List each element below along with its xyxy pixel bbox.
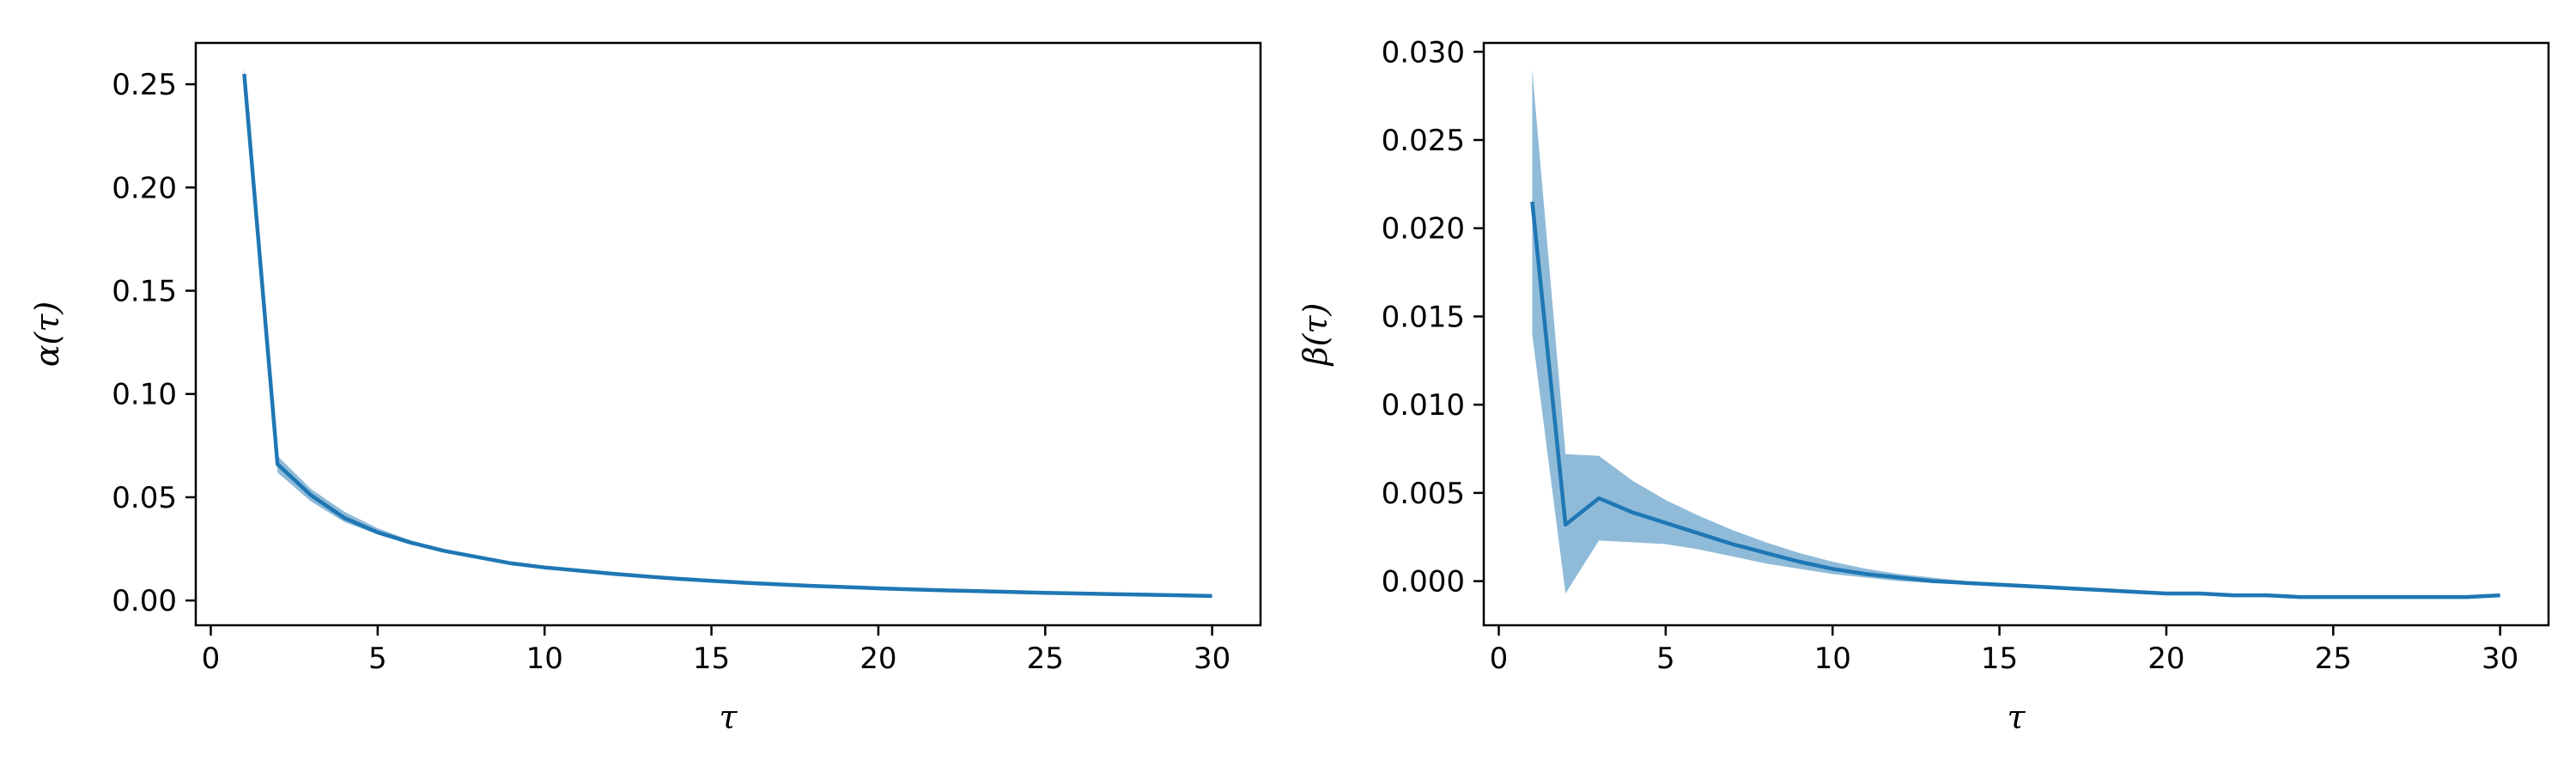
y-tick-label: 0.025	[1382, 124, 1465, 158]
x-tick-label: 25	[2315, 642, 2352, 676]
confidence-band	[244, 67, 1212, 597]
y-tick-label: 0.000	[1382, 565, 1465, 600]
x-tick-label: 0	[1490, 642, 1509, 676]
y-axis-label: β(τ)	[1297, 303, 1334, 368]
x-tick-label: 30	[2482, 642, 2518, 676]
y-tick-label: 0.10	[112, 378, 177, 412]
confidence-band	[1532, 69, 2500, 600]
y-tick-label: 0.20	[112, 171, 177, 205]
y-tick-label: 0.005	[1382, 477, 1465, 511]
y-tick-label: 0.010	[1382, 388, 1465, 423]
plot-frame	[1482, 41, 2550, 627]
y-tick-label: 0.05	[112, 481, 177, 515]
x-tick-label: 20	[2148, 642, 2184, 676]
x-axis-label: τ	[719, 698, 738, 736]
plot-frame	[194, 41, 1262, 627]
x-tick-label: 10	[526, 642, 563, 676]
x-tick-label: 10	[1814, 642, 1851, 676]
x-tick-label: 25	[1027, 642, 1064, 676]
x-tick-label: 15	[1981, 642, 2018, 676]
y-tick-label: 0.015	[1382, 300, 1465, 334]
series-line	[242, 73, 1212, 599]
x-tick-label: 0	[202, 642, 221, 676]
alpha-chart-panel: 0 5 10 15 20 25 30 0.00 0.05 0.10 0.15 0.20 0.25 τ α(τ…	[28, 41, 1262, 736]
y-tick-label: 0.020	[1382, 212, 1465, 247]
x-axis-label: τ	[2007, 698, 2026, 736]
y-tick-label: 0.030	[1382, 35, 1465, 70]
y-axis-label: α(τ)	[28, 301, 66, 367]
beta-chart-panel: 0 5 10 15 20 25 30 0.000 0.005 0.010 0.015 0.020 0.0…	[1297, 35, 2550, 736]
series-line	[1530, 201, 2500, 600]
y-tick-label: 0.00	[112, 584, 177, 618]
y-tick-label: 0.15	[112, 275, 177, 309]
x-tick-label: 5	[1656, 642, 1675, 676]
x-tick-label: 30	[1194, 642, 1230, 676]
x-tick-label: 5	[368, 642, 387, 676]
x-tick-label: 15	[693, 642, 730, 676]
y-tick-label: 0.25	[112, 68, 177, 102]
x-tick-label: 20	[860, 642, 896, 676]
